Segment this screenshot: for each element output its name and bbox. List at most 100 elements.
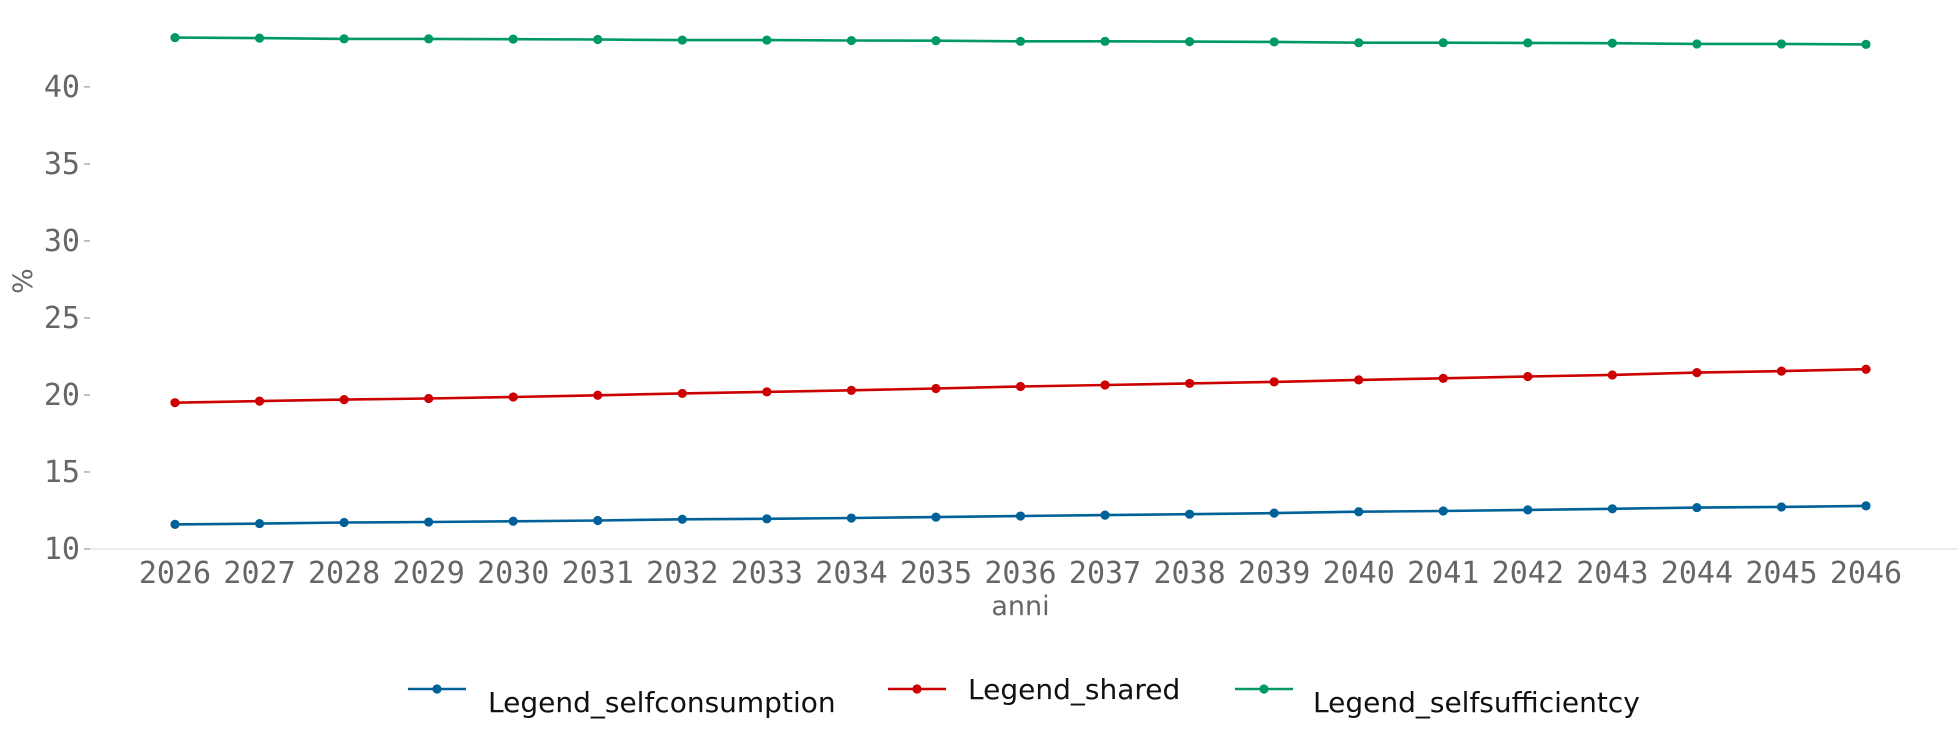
- data-point: [1438, 38, 1448, 48]
- data-point: [677, 35, 687, 45]
- legend-label: Legend_shared: [968, 673, 1180, 706]
- y-tick-label: 30: [44, 224, 80, 259]
- data-point: [1015, 36, 1026, 46]
- data-point: [1015, 511, 1026, 521]
- data-point: [931, 36, 941, 46]
- data-point: [1438, 373, 1448, 383]
- x-tick-label: 2038: [1153, 556, 1225, 591]
- data-point: [762, 514, 772, 524]
- data-point: [846, 35, 857, 46]
- legend-label: Legend_selfconsumption: [488, 686, 836, 719]
- data-point: [339, 394, 349, 405]
- data-point: [1607, 370, 1617, 380]
- y-tick-label: 20: [44, 378, 80, 413]
- data-point: [1607, 504, 1617, 514]
- data-point: [1269, 37, 1279, 47]
- data-point: [1354, 375, 1364, 385]
- data-point: [846, 385, 857, 395]
- data-point: [1269, 508, 1279, 518]
- data-point: [1523, 38, 1533, 48]
- data-point: [1100, 380, 1110, 390]
- data-point: [170, 33, 180, 43]
- x-axis-title: anni: [991, 591, 1049, 622]
- x-tick-label: 2032: [646, 556, 718, 591]
- data-point: [1100, 36, 1110, 46]
- data-point: [1692, 502, 1702, 513]
- data-point: [1523, 371, 1533, 382]
- data-point: [339, 517, 349, 528]
- data-point: [1861, 39, 1871, 49]
- data-point: [1269, 377, 1279, 387]
- data-point: [254, 396, 265, 406]
- x-tick-label: 2046: [1830, 556, 1902, 591]
- data-point: [1015, 381, 1026, 392]
- x-tick-label: 2043: [1576, 556, 1648, 591]
- x-tick-label: 2036: [984, 556, 1056, 591]
- data-point: [1185, 37, 1195, 47]
- legend: Legend_selfconsumption Legend_shared Legen…: [408, 673, 1640, 719]
- data-point: [508, 34, 518, 44]
- series-legend-selfsufficientcy: [170, 33, 1871, 49]
- data-point: [1438, 506, 1448, 516]
- data-point: [1354, 38, 1364, 48]
- x-tick-label: 2030: [477, 556, 549, 591]
- x-tick-label: 2037: [1069, 556, 1141, 591]
- x-tick-label: 2040: [1323, 556, 1395, 591]
- x-tick-label: 2035: [900, 556, 972, 591]
- x-tick-label: 2042: [1492, 556, 1564, 591]
- data-point: [1776, 502, 1787, 512]
- x-tick-label: 2039: [1238, 556, 1310, 591]
- series-legend-selfconsumption: [170, 501, 1871, 529]
- data-point: [1861, 501, 1871, 511]
- data-point: [1185, 378, 1195, 389]
- data-point: [677, 388, 687, 399]
- legend-item: Legend_selfsufficientcy: [1235, 684, 1640, 719]
- y-tick-label: 40: [44, 70, 80, 105]
- data-point: [931, 512, 941, 522]
- data-point: [508, 516, 518, 526]
- legend-swatch-marker: [912, 684, 922, 694]
- data-point: [254, 33, 265, 43]
- data-point: [1523, 505, 1533, 515]
- data-point: [1776, 39, 1787, 49]
- data-point: [593, 390, 603, 400]
- data-point: [170, 398, 180, 408]
- data-point: [1692, 368, 1702, 378]
- axes-layer: 10 15 20 25 30 35 40 2026 2027 2028 2029 2030 2031 20…: [8, 70, 1958, 622]
- data-point: [846, 513, 857, 523]
- legend-swatch-marker: [1259, 684, 1269, 694]
- x-tick-label: 2045: [1745, 556, 1817, 591]
- x-tick-label: 2044: [1661, 556, 1733, 591]
- y-axis-title: %: [8, 268, 39, 294]
- legend-item: Legend_selfconsumption: [408, 684, 836, 719]
- data-point: [1861, 364, 1871, 374]
- y-tick-label: 35: [44, 147, 80, 182]
- x-tick-label: 2041: [1407, 556, 1479, 591]
- y-tick-label: 25: [44, 301, 80, 336]
- x-tick-label: 2026: [139, 556, 211, 591]
- data-point: [508, 392, 518, 402]
- data-point: [1776, 366, 1787, 376]
- series-layer: [170, 33, 1871, 529]
- data-point: [1692, 39, 1702, 49]
- x-tick-label: 2033: [731, 556, 803, 591]
- x-tick-label: 2031: [562, 556, 634, 591]
- x-tick-label: 2029: [393, 556, 465, 591]
- series-legend-shared: [170, 364, 1871, 408]
- data-point: [170, 519, 180, 529]
- data-point: [762, 387, 772, 397]
- x-tick-label: 2027: [223, 556, 295, 591]
- x-tick-label: 2028: [308, 556, 380, 591]
- data-point: [254, 518, 265, 529]
- legend-label: Legend_selfsufficientcy: [1313, 686, 1640, 719]
- legend-item: Legend_shared: [888, 673, 1180, 706]
- data-point: [339, 34, 349, 44]
- data-point: [762, 35, 772, 45]
- data-point: [1354, 507, 1364, 517]
- data-point: [593, 34, 603, 45]
- x-tick-label: 2034: [815, 556, 887, 591]
- data-point: [931, 383, 941, 394]
- y-tick-label: 15: [44, 455, 80, 490]
